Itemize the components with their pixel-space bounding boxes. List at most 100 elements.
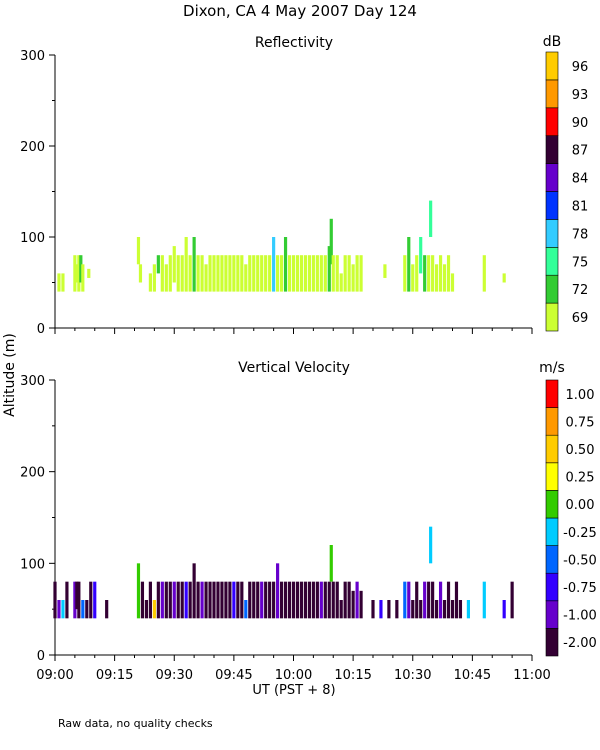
- velocity-data-cell: [168, 581, 172, 619]
- reflectivity-data-cell: [188, 255, 192, 292]
- velocity-data-cell: [303, 581, 308, 619]
- reflectivity-data-cell: [415, 255, 419, 292]
- x-axis-label: UT (PST + 8): [252, 683, 335, 698]
- velocity-data-cell: [188, 581, 192, 619]
- velocity-colorbar-label: -0.75: [563, 581, 597, 596]
- velocity-title: Vertical Velocity: [238, 360, 350, 376]
- reflectivity-y-tick-label: 100: [20, 231, 45, 246]
- velocity-data-cell: [160, 581, 164, 619]
- reflectivity-data-cell: [276, 255, 280, 292]
- velocity-colorbar: [545, 379, 559, 657]
- velocity-y-tick-label: 200: [20, 466, 45, 481]
- reflectivity-data-cells: [57, 200, 506, 292]
- reflectivity-panel: Reflectivity 0 100 200 300 dB 69 72 75 78 81 84 8…: [20, 34, 588, 337]
- reflectivity-data-cell: [307, 255, 311, 292]
- velocity-data-cell: [192, 563, 196, 619]
- reflectivity-data-cell: [81, 264, 85, 292]
- velocity-data-cell: [458, 600, 463, 619]
- velocity-data-cell: [315, 581, 319, 619]
- reflectivity-colorbar-label: 87: [572, 144, 589, 159]
- reflectivity-data-cell: [224, 255, 228, 292]
- velocity-data-cell: [212, 581, 216, 619]
- reflectivity-colorbar-segment: [545, 274, 559, 304]
- velocity-y-ticks: [49, 379, 55, 656]
- velocity-data-cell: [329, 545, 333, 582]
- altitude-axis-label: Altitude (m): [2, 333, 18, 417]
- velocity-colorbar-segment: [545, 600, 559, 629]
- velocity-data-cell: [431, 581, 435, 619]
- velocity-data-cell: [347, 581, 351, 619]
- velocity-data-cell: [81, 600, 85, 619]
- velocity-data-cell: [335, 581, 339, 619]
- velocity-colorbar-segment: [545, 628, 559, 657]
- reflectivity-colorbar-label: 90: [572, 116, 589, 131]
- velocity-data-cell: [176, 581, 180, 619]
- reflectivity-colorbar-label: 84: [572, 172, 589, 187]
- velocity-y-tick-label: 0: [37, 649, 45, 664]
- velocity-y-tick-labels: 0 100 200 300: [20, 374, 45, 664]
- reflectivity-data-cell: [260, 255, 264, 292]
- reflectivity-data-cell: [335, 255, 339, 292]
- reflectivity-data-cell: [347, 255, 351, 292]
- velocity-data-cell: [65, 581, 69, 619]
- reflectivity-data-cell: [450, 273, 455, 292]
- velocity-data-cell: [73, 581, 77, 619]
- reflectivity-x-ticks: [54, 328, 533, 334]
- velocity-data-cell: [236, 581, 240, 619]
- reflectivity-data-cell: [204, 264, 208, 292]
- velocity-data-cell: [144, 600, 149, 619]
- velocity-data-cell: [228, 581, 232, 619]
- velocity-colorbar-unit: m/s: [539, 360, 565, 376]
- reflectivity-data-cell: [343, 255, 347, 292]
- velocity-data-cell: [331, 581, 335, 619]
- velocity-data-cell: [240, 581, 244, 619]
- velocity-data-cell: [450, 600, 455, 619]
- reflectivity-data-cell: [164, 264, 168, 292]
- velocity-data-cell: [256, 581, 260, 619]
- reflectivity-data-cell: [136, 237, 141, 265]
- velocity-data-cell: [172, 581, 176, 619]
- reflectivity-colorbar-segment: [545, 107, 559, 137]
- reflectivity-data-cell: [192, 237, 196, 292]
- velocity-data-cell: [204, 581, 208, 619]
- velocity-data-cell: [427, 581, 431, 619]
- reflectivity-colorbar-label: 81: [572, 199, 589, 214]
- velocity-data-cell: [268, 581, 272, 619]
- reflectivity-data-cell: [79, 255, 83, 283]
- velocity-data-cell: [466, 600, 470, 619]
- reflectivity-colorbar-segment: [545, 191, 559, 220]
- reflectivity-data-cell: [299, 255, 304, 292]
- velocity-x-tick-label: 10:15: [334, 668, 371, 683]
- reflectivity-data-cell: [57, 273, 61, 292]
- reflectivity-colorbar-unit: dB: [543, 34, 562, 50]
- reflectivity-data-cell: [283, 237, 288, 292]
- reflectivity-data-cell: [319, 255, 323, 292]
- reflectivity-data-cell: [77, 255, 81, 292]
- velocity-data-cell: [355, 581, 359, 619]
- velocity-data-cell: [75, 581, 79, 610]
- velocity-colorbar-label: -0.25: [563, 526, 597, 541]
- reflectivity-colorbar: [545, 51, 559, 332]
- reflectivity-data-cell: [160, 255, 164, 292]
- reflectivity-data-cell: [403, 255, 407, 292]
- velocity-data-cell: [359, 590, 363, 619]
- velocity-data-cell: [140, 581, 145, 619]
- velocity-colorbar-segment: [545, 379, 559, 408]
- velocity-data-cell: [435, 600, 439, 619]
- reflectivity-data-cell: [184, 237, 188, 292]
- velocity-x-tick-label: 09:45: [215, 668, 252, 683]
- velocity-data-cell: [482, 581, 486, 619]
- reflectivity-data-cell: [315, 255, 319, 292]
- velocity-data-cell: [164, 581, 168, 619]
- velocity-colorbar-segment: [545, 490, 559, 519]
- reflectivity-data-cell: [138, 264, 143, 283]
- reflectivity-y-tick-labels: 0 100 200 300: [20, 49, 45, 337]
- reflectivity-data-cell: [256, 255, 260, 292]
- velocity-data-cell: [411, 600, 415, 619]
- velocity-y-tick-label: 300: [20, 374, 45, 389]
- reflectivity-colorbar-segment: [545, 302, 559, 332]
- reflectivity-data-cell: [268, 255, 272, 292]
- velocity-colorbar-label: 0.00: [566, 498, 595, 513]
- velocity-colorbar-segment: [545, 572, 559, 602]
- velocity-data-cell: [403, 581, 407, 619]
